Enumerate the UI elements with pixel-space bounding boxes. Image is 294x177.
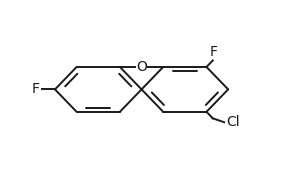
Text: F: F [210, 45, 218, 59]
Text: F: F [32, 82, 40, 96]
Text: Cl: Cl [226, 115, 240, 129]
Text: O: O [136, 60, 147, 74]
